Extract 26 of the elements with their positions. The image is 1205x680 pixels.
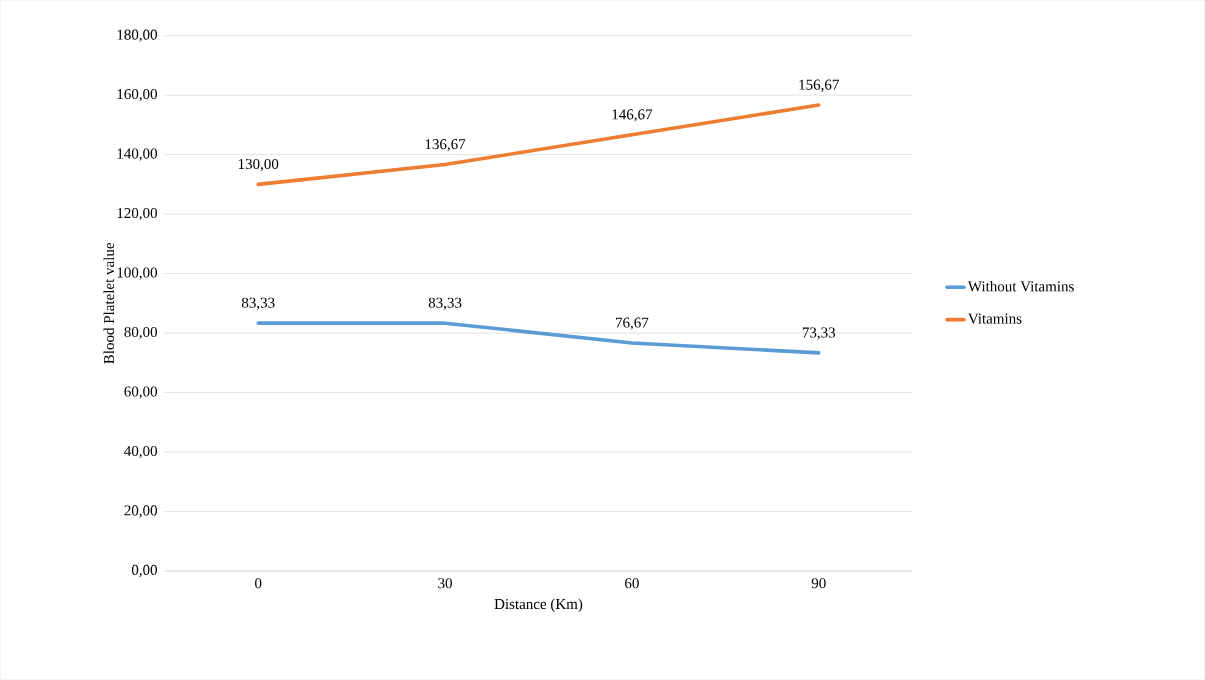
data-label: 83,33 (241, 297, 275, 311)
legend-label: Vitamins (968, 313, 1022, 324)
data-label: 136,67 (425, 139, 466, 152)
y-tick-label: 0,00 (131, 564, 158, 578)
data-label: 146,67 (612, 109, 653, 122)
data-label: 156,67 (799, 79, 839, 92)
x-tick-label: 90 (811, 578, 826, 589)
y-tick-label: 40,00 (124, 446, 158, 459)
x-axis-title: Distance (Km) (494, 598, 583, 613)
y-tick-label: 20,00 (124, 505, 158, 518)
x-tick-label: 0 (255, 578, 262, 589)
x-tick-label: 30 (438, 578, 452, 589)
x-tick-label: 60 (625, 578, 639, 589)
y-tick-label: 100,00 (117, 267, 158, 280)
data-label: 76,67 (616, 317, 649, 330)
y-tick-label: 140,00 (117, 148, 158, 161)
y-tick-label: 80,00 (124, 327, 158, 340)
y-axis-title: Blood Platelet value (103, 243, 115, 364)
data-label: 130,00 (238, 159, 279, 172)
y-tick-label: 160,00 (117, 89, 158, 102)
y-tick-label: 180,00 (117, 29, 158, 42)
legend-label: Without Vitamins (967, 281, 1074, 292)
y-tick-label: 120,00 (117, 208, 158, 221)
y-tick-label: 60,00 (124, 386, 158, 399)
data-label: 73,33 (802, 327, 836, 340)
data-label: 83,33 (428, 297, 462, 311)
